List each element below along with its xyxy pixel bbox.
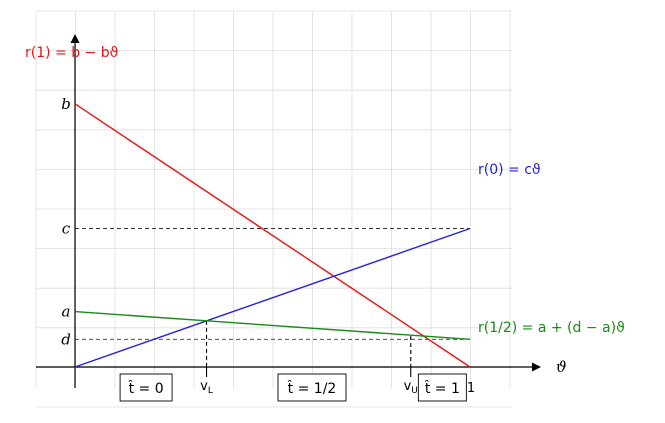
x-end-label: 1 <box>467 381 475 396</box>
reference-lines <box>75 228 470 340</box>
region-box-1 <box>277 373 347 402</box>
axes <box>36 34 541 388</box>
y-tick-label-a: a <box>62 303 71 321</box>
y-axis-arrow <box>70 34 80 43</box>
x-axis-label: ϑ <box>556 358 567 376</box>
region-box-2 <box>417 373 467 402</box>
y-tick-label-b: b <box>61 95 71 113</box>
region-box-0 <box>119 373 173 402</box>
y-tick-label-d: d <box>61 330 71 348</box>
x-marker-label: vU <box>404 379 418 396</box>
series-label-2: r(1/2) = a + (d − a)ϑ <box>478 320 625 336</box>
chart-labels: vL vU b c ad r(1) = b − bϑ r(0) = cϑ r(1/2) = a… <box>25 45 625 402</box>
series-lines <box>74 103 471 368</box>
series-line-2 <box>74 310 471 340</box>
series-line-0 <box>74 103 471 368</box>
region-label-2: t̂ = 1 <box>424 380 460 397</box>
x-marker-label: vL <box>200 379 213 396</box>
series-line-1 <box>74 227 471 368</box>
series-label-0: r(1) = b − bϑ <box>25 45 118 61</box>
region-label-1: t̂ = 1/2 <box>287 380 336 397</box>
region-label-0: t̂ = 0 <box>128 380 164 397</box>
y-tick-label-c: c <box>62 220 71 238</box>
x-axis-arrow <box>532 362 541 372</box>
series-label-1: r(0) = cϑ <box>478 162 541 178</box>
